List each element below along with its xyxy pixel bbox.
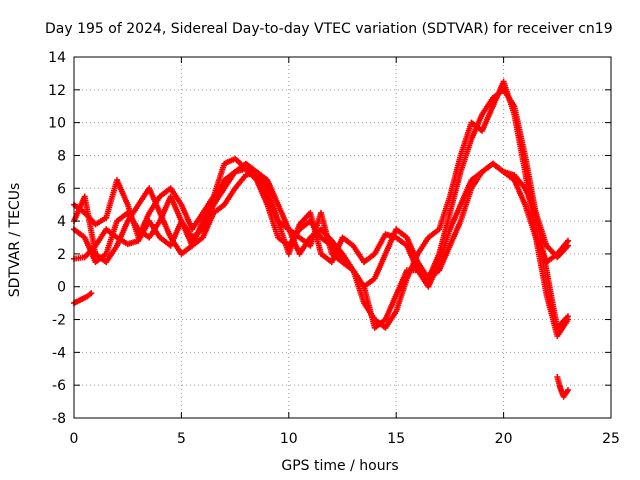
series-trace-1: [71, 86, 571, 331]
x-tick-label: 15: [387, 431, 405, 447]
series-late-segment-markers: [554, 374, 571, 400]
y-tick-label: 2: [57, 247, 66, 263]
y-axis-label: SDTVAR / TECUs: [7, 183, 23, 298]
x-tick-label: 0: [70, 431, 79, 447]
y-tick-label: 6: [57, 181, 66, 197]
y-tick-label: 12: [48, 83, 66, 99]
x-tick-label: 10: [280, 431, 298, 447]
x-tick-label: 20: [495, 431, 513, 447]
series-late-segment: [554, 374, 571, 400]
plot-frame: [73, 56, 612, 419]
y-tick-label: -2: [52, 313, 66, 329]
y-tick-label: -4: [52, 345, 66, 361]
series-trace-2-markers: [71, 160, 571, 290]
y-tick-label: 14: [48, 50, 66, 66]
x-tick-label: 5: [177, 431, 186, 447]
x-tick-label: 25: [602, 431, 620, 447]
y-tick-label: -8: [52, 411, 66, 427]
y-tick-label: 4: [57, 214, 66, 230]
chart-title: Day 195 of 2024, Sidereal Day-to-day VTE…: [45, 21, 613, 37]
axis-ticks: 0 5 10 15 20 25 -8 -6 -4 -2 0 2 4 6 8 10 12 14: [48, 50, 620, 447]
y-tick-label: 0: [57, 280, 66, 296]
series-trace-3: [71, 78, 571, 339]
series-trace-2: [71, 160, 571, 290]
data-points: [71, 78, 571, 400]
y-tick-label: 8: [57, 148, 66, 164]
series-trace-3-markers: [71, 78, 571, 339]
x-axis-label: GPS time / hours: [281, 458, 398, 474]
series-trace-1-markers: [71, 86, 571, 331]
y-tick-label: -6: [52, 378, 66, 394]
y-tick-label: 10: [48, 116, 66, 132]
